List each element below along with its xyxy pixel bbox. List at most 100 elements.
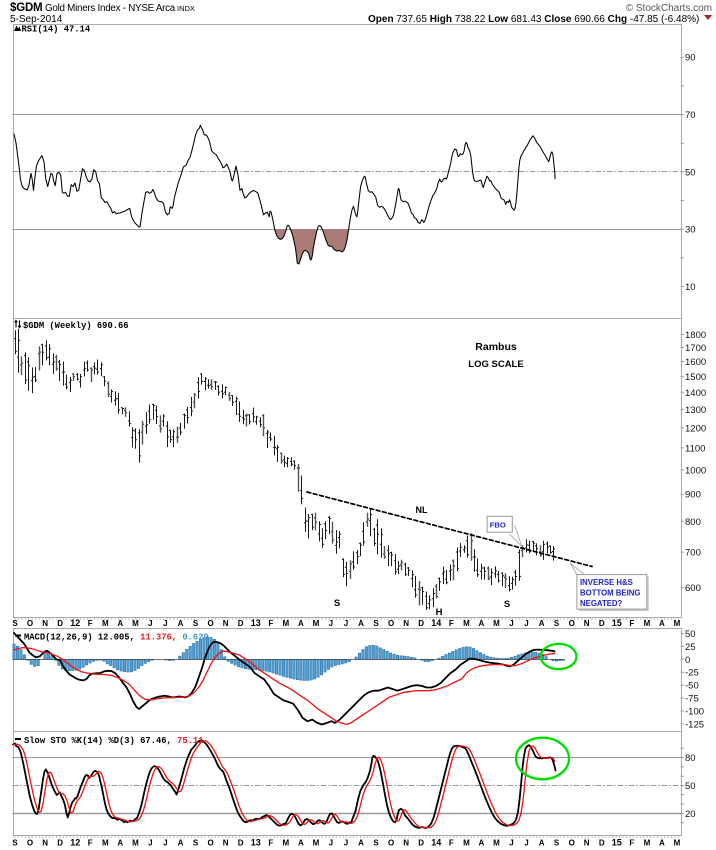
svg-text:A: A [117, 619, 123, 628]
svg-text:A: A [659, 838, 665, 847]
svg-text:D: D [599, 619, 605, 628]
svg-text:0: 0 [685, 655, 690, 666]
svg-text:INVERSE H&S: INVERSE H&S [580, 578, 633, 587]
svg-text:A: A [117, 838, 123, 847]
svg-text:F: F [88, 838, 93, 847]
svg-text:15: 15 [612, 837, 622, 847]
svg-text:J: J [148, 619, 152, 628]
svg-text:FBO: FBO [490, 521, 506, 530]
svg-text:S: S [373, 838, 379, 847]
svg-text:J: J [329, 619, 333, 628]
svg-text:A: A [479, 838, 485, 847]
svg-text:BOTTOM BEING: BOTTOM BEING [580, 589, 641, 598]
svg-text:1200: 1200 [685, 423, 706, 434]
svg-text:N: N [584, 838, 590, 847]
svg-text:O: O [388, 838, 394, 847]
svg-text:J: J [509, 838, 513, 847]
svg-text:-125: -125 [685, 719, 704, 730]
svg-text:J: J [163, 838, 167, 847]
svg-text:J: J [524, 838, 528, 847]
svg-text:70: 70 [685, 110, 696, 121]
svg-text:NEGATED?: NEGATED? [580, 599, 623, 608]
svg-text:J: J [329, 838, 333, 847]
svg-text:F: F [629, 619, 634, 628]
svg-text:O: O [27, 838, 33, 847]
svg-text:F: F [449, 619, 454, 628]
svg-text:S: S [12, 838, 18, 847]
svg-text:-75: -75 [685, 694, 699, 705]
svg-text:J: J [148, 838, 152, 847]
svg-text:50: 50 [685, 629, 696, 640]
svg-text:$GDM (Weekly) 690.66: $GDM (Weekly) 690.66 [23, 321, 129, 331]
svg-text:F: F [449, 838, 454, 847]
svg-text:1800: 1800 [685, 330, 706, 341]
svg-text:1400: 1400 [685, 388, 706, 399]
svg-text:J: J [524, 619, 528, 628]
svg-text:F: F [629, 838, 634, 847]
svg-text:1700: 1700 [685, 343, 706, 354]
svg-text:NL: NL [416, 505, 428, 515]
svg-text:J: J [163, 619, 167, 628]
svg-text:50: 50 [685, 781, 696, 792]
svg-text:25: 25 [685, 642, 696, 653]
svg-text:S: S [504, 599, 510, 610]
svg-text:12: 12 [70, 837, 80, 847]
svg-text:M: M [644, 619, 651, 628]
svg-text:D: D [418, 619, 424, 628]
svg-text:30: 30 [685, 225, 696, 236]
svg-text:LOG SCALE: LOG SCALE [468, 359, 523, 370]
svg-text:80: 80 [685, 753, 696, 764]
svg-text:5-Sep-2014: 5-Sep-2014 [10, 14, 63, 25]
svg-text:800: 800 [685, 517, 701, 528]
svg-text:A: A [298, 619, 304, 628]
svg-text:A: A [358, 619, 364, 628]
svg-text:1000: 1000 [685, 465, 706, 476]
svg-text:D: D [57, 838, 63, 847]
svg-text:S: S [554, 619, 560, 628]
svg-text:J: J [509, 619, 513, 628]
svg-text:N: N [584, 619, 590, 628]
svg-text:M: M [282, 619, 289, 628]
svg-text:O: O [388, 619, 394, 628]
svg-text:M: M [102, 619, 109, 628]
svg-text:S: S [12, 619, 18, 628]
svg-text:F: F [88, 619, 93, 628]
svg-text:90: 90 [685, 53, 696, 64]
svg-text:D: D [238, 838, 244, 847]
svg-text:1100: 1100 [685, 443, 705, 454]
svg-text:600: 600 [685, 583, 701, 594]
svg-text:A: A [479, 619, 485, 628]
svg-text:M: M [102, 838, 109, 847]
svg-text:S: S [193, 619, 199, 628]
svg-text:13: 13 [251, 837, 261, 847]
svg-text:J: J [344, 838, 348, 847]
svg-text:700: 700 [685, 548, 701, 559]
svg-text:N: N [403, 838, 409, 847]
svg-text:-100: -100 [685, 706, 704, 717]
svg-text:O: O [27, 619, 33, 628]
svg-text:10: 10 [685, 282, 696, 293]
svg-text:Open 737.65 High 738.22 Low 68: Open 737.65 High 738.22 Low 681.43 Close… [368, 14, 699, 25]
svg-text:1500: 1500 [685, 372, 706, 383]
svg-text:N: N [42, 619, 48, 628]
svg-text:A: A [539, 838, 545, 847]
svg-text:O: O [569, 838, 575, 847]
svg-text:1300: 1300 [685, 405, 706, 416]
svg-text:20: 20 [685, 809, 696, 820]
svg-text:12: 12 [70, 618, 80, 628]
svg-text:F: F [268, 838, 273, 847]
svg-text:M: M [493, 619, 500, 628]
svg-text:S: S [554, 838, 560, 847]
svg-text:M: M [463, 838, 470, 847]
svg-text:1600: 1600 [685, 357, 706, 368]
svg-text:M: M [313, 619, 320, 628]
svg-text:M: M [132, 838, 139, 847]
svg-text:F: F [268, 619, 273, 628]
svg-text:A: A [178, 619, 184, 628]
svg-text:Rambus: Rambus [475, 341, 517, 353]
svg-text:M: M [644, 838, 651, 847]
svg-text:S: S [193, 838, 199, 847]
svg-text:-50: -50 [685, 681, 699, 692]
svg-text:Gold Miners Index - NYSE Arca: Gold Miners Index - NYSE Arca [45, 3, 176, 14]
svg-text:O: O [569, 619, 575, 628]
